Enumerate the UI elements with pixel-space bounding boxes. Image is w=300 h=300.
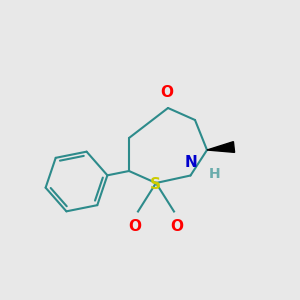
- Text: O: O: [128, 219, 142, 234]
- Polygon shape: [207, 142, 235, 152]
- Text: O: O: [170, 219, 184, 234]
- Text: O: O: [160, 85, 173, 100]
- Text: N: N: [184, 155, 197, 170]
- Text: S: S: [150, 177, 160, 192]
- Text: H: H: [208, 167, 220, 181]
